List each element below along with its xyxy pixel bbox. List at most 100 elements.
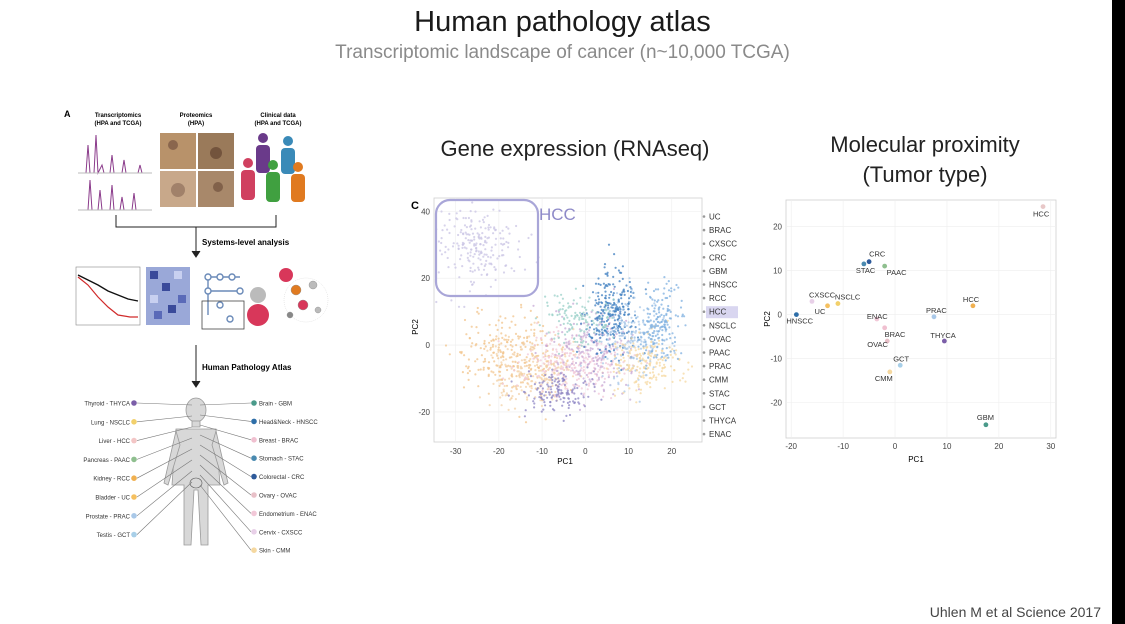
right-organ-label: Skin - CMM <box>259 549 290 555</box>
pca-point <box>653 338 656 342</box>
pca-point <box>537 374 540 377</box>
pca-point <box>485 253 488 256</box>
pca-point <box>648 377 651 380</box>
pca-point <box>569 352 573 355</box>
pca-point <box>574 397 577 401</box>
pca-point <box>650 340 653 344</box>
pca-point <box>587 355 590 358</box>
pca-point <box>543 394 546 397</box>
pca-point <box>551 352 554 355</box>
pca-point <box>484 227 487 230</box>
pca-point <box>538 369 541 372</box>
pca-point <box>601 332 604 335</box>
pca-point <box>495 335 498 338</box>
pca-point <box>562 322 565 325</box>
pca-point <box>669 350 672 353</box>
pca-point <box>574 383 577 386</box>
pca-point <box>493 226 496 229</box>
pca-point <box>575 334 578 337</box>
pca-point <box>507 338 510 341</box>
pca-point <box>541 387 544 390</box>
pca-point <box>597 301 601 304</box>
pca-point <box>517 392 521 396</box>
pca-point <box>575 350 579 353</box>
pca-point <box>524 345 527 348</box>
pca-point <box>469 251 472 254</box>
pca-point <box>526 377 529 380</box>
pca-point <box>515 224 518 228</box>
pca-point <box>457 244 460 247</box>
pca-point <box>587 353 590 356</box>
pca-point <box>457 305 461 308</box>
pca-point <box>563 348 566 351</box>
pca-point <box>666 307 669 310</box>
pca-point <box>510 397 513 400</box>
pca-point <box>619 342 622 345</box>
pca-point <box>557 377 560 380</box>
pca-point <box>448 231 451 235</box>
pca-point <box>494 338 497 341</box>
pca-point <box>612 275 615 278</box>
pca-point <box>579 337 582 340</box>
pca-point <box>603 266 606 269</box>
pca-point <box>679 306 683 309</box>
pca-point <box>625 284 628 287</box>
pca-point <box>573 392 576 395</box>
pca-point <box>619 310 622 313</box>
pca-point <box>597 282 600 286</box>
pca-point <box>568 343 571 346</box>
pca-point <box>606 315 609 319</box>
proximity-point-label: GBM <box>977 413 994 422</box>
pca-point <box>612 283 615 286</box>
right-organ-label: Cervix - CXSCC <box>259 530 303 536</box>
pca-point <box>539 337 543 340</box>
pca-point <box>471 270 474 273</box>
right-organ-label: Ovary - OVAC <box>259 494 298 500</box>
pca-point <box>534 369 537 372</box>
pca-point <box>483 357 487 361</box>
pca-point <box>633 354 636 357</box>
pca-point <box>633 336 636 339</box>
pca-point <box>637 348 640 351</box>
pca-point <box>582 311 585 314</box>
pca-point <box>523 316 526 319</box>
pca-point <box>622 368 625 371</box>
pca-point <box>577 364 580 367</box>
pca-point <box>630 288 633 291</box>
pca-point <box>582 396 585 399</box>
pca-point <box>628 280 631 284</box>
pca-point <box>560 383 563 387</box>
pca-point <box>541 341 544 345</box>
right-organ-dot <box>251 418 257 425</box>
pca-point <box>545 349 548 352</box>
pca-point <box>566 346 569 349</box>
pca-point <box>612 370 615 373</box>
proximity-point-label: HCC <box>1033 210 1050 219</box>
pca-point <box>565 365 568 369</box>
pca-point <box>607 323 611 326</box>
pca-point <box>579 374 582 377</box>
pca-point <box>576 340 579 344</box>
pca-point <box>489 256 492 259</box>
pca-point <box>657 324 660 327</box>
pca-point <box>502 254 505 257</box>
pca-point <box>635 317 638 320</box>
pca-legend-dot <box>702 432 706 436</box>
pca-point <box>505 340 509 344</box>
pca-point <box>533 364 537 367</box>
pca-point <box>673 340 677 344</box>
pca-point <box>490 246 493 249</box>
pca-point <box>474 210 477 213</box>
pca-point <box>580 329 583 332</box>
pca-point <box>612 377 616 380</box>
pca-legend-label: HCC <box>709 308 727 317</box>
left-organ-line <box>136 415 193 423</box>
transcriptomics-peaks-graphic <box>78 134 152 211</box>
pca-point <box>646 380 649 383</box>
left-organ-line <box>136 426 193 441</box>
pca-point <box>479 368 482 371</box>
pca-point <box>522 374 525 377</box>
pca-point <box>607 376 610 379</box>
pca-point <box>490 354 493 357</box>
pca-point <box>477 266 480 269</box>
